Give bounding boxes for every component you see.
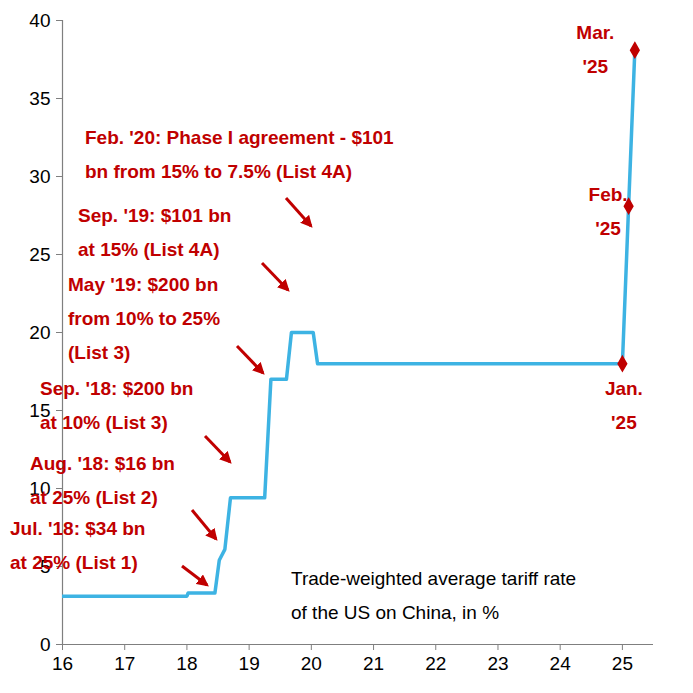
svg-text:Mar.'25: Mar.'25: [576, 22, 614, 77]
svg-text:Trade-weighted average tariff: Trade-weighted average tariff rateof the…: [291, 568, 576, 623]
svg-text:23: 23: [487, 653, 508, 674]
svg-text:Jul. '18: $34 bnat 25% (List 1: Jul. '18: $34 bnat 25% (List 1): [10, 518, 145, 573]
svg-text:Feb. '20: Phase I agreement -: Feb. '20: Phase I agreement - $101bn fro…: [85, 127, 394, 182]
svg-text:19: 19: [239, 653, 260, 674]
svg-text:24: 24: [550, 653, 572, 674]
svg-text:0: 0: [40, 634, 51, 655]
svg-text:Aug. '18: $16 bnat 25% (List 2: Aug. '18: $16 bnat 25% (List 2): [30, 453, 175, 508]
svg-text:20: 20: [29, 322, 50, 343]
svg-text:35: 35: [29, 88, 50, 109]
svg-text:30: 30: [29, 166, 50, 187]
svg-text:22: 22: [425, 653, 446, 674]
svg-text:18: 18: [176, 653, 197, 674]
svg-text:Feb.'25: Feb.'25: [589, 184, 628, 239]
svg-text:20: 20: [301, 653, 322, 674]
svg-text:17: 17: [114, 653, 135, 674]
svg-text:25: 25: [612, 653, 633, 674]
svg-text:Sep. '18: $200 bnat 10% (List: Sep. '18: $200 bnat 10% (List 3): [40, 378, 193, 433]
svg-text:Jan.'25: Jan.'25: [605, 378, 643, 433]
svg-text:15: 15: [29, 399, 51, 421]
svg-text:40: 40: [29, 10, 50, 31]
svg-text:May '19: $200 bnfrom 10% to 25: May '19: $200 bnfrom 10% to 25%(List 3): [68, 274, 220, 363]
svg-text:Sep. '19: $101 bnat 15% (List: Sep. '19: $101 bnat 15% (List 4A): [78, 205, 231, 260]
svg-text:25: 25: [29, 244, 50, 265]
svg-text:16: 16: [52, 653, 73, 674]
svg-text:21: 21: [363, 653, 384, 674]
